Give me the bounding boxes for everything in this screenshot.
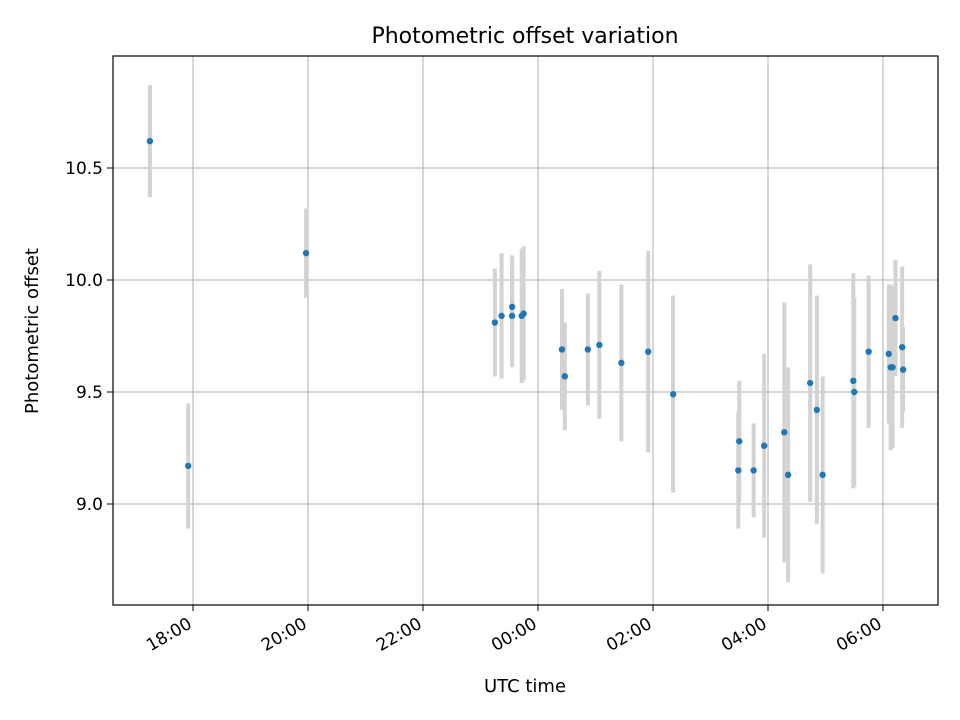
x-tick-label: 22:00: [373, 614, 425, 656]
data-point: [851, 388, 858, 396]
data-point: [491, 319, 499, 326]
y-axis-label: Photometric offset: [22, 248, 43, 414]
y-tick-label: 9.5: [76, 383, 103, 403]
data-point: [885, 350, 892, 358]
x-tick-label: 02:00: [603, 614, 655, 656]
data-point: [561, 373, 569, 380]
plot-frame: [112, 55, 939, 606]
data-points: [146, 137, 907, 479]
data-point: [558, 346, 566, 353]
data-point: [302, 249, 310, 257]
data-point: [596, 341, 603, 349]
data-point: [819, 471, 826, 479]
x-tick-label: 18:00: [143, 614, 195, 656]
x-tick-label: 04:00: [718, 614, 770, 656]
data-point: [898, 344, 906, 351]
y-axis-ticks: 9.0 9.5 10.0 10.5: [65, 159, 113, 515]
y-tick-label: 10.5: [65, 159, 103, 179]
x-axis-ticks: 18:00 20:00 22:00 00:00 02:00 04:00 06:00: [143, 605, 886, 656]
data-point: [750, 467, 757, 474]
data-point: [669, 391, 677, 398]
chart-title: Photometric offset variation: [371, 24, 678, 49]
data-point: [508, 312, 516, 320]
x-tick-label: 20:00: [258, 614, 310, 656]
data-point: [899, 366, 907, 373]
data-point: [146, 137, 154, 145]
data-point: [760, 442, 768, 449]
data-point: [735, 467, 742, 474]
data-point: [584, 346, 592, 353]
data-point: [784, 471, 792, 479]
data-point: [889, 364, 896, 371]
x-axis-label: UTC time: [484, 676, 566, 697]
data-point: [185, 462, 192, 470]
data-point: [618, 359, 625, 367]
x-tick-label: 00:00: [488, 614, 540, 656]
y-tick-label: 10.0: [65, 271, 103, 291]
data-point: [781, 429, 788, 436]
grid: [113, 56, 938, 605]
data-point: [520, 310, 527, 317]
data-point: [892, 314, 899, 322]
y-tick-label: 9.0: [76, 495, 103, 515]
data-point: [498, 312, 505, 320]
data-point: [645, 348, 652, 355]
data-point: [865, 348, 872, 355]
data-point: [806, 379, 814, 387]
data-point: [850, 377, 857, 384]
x-tick-label: 06:00: [833, 614, 885, 656]
data-point: [813, 406, 821, 414]
error-bars: [147, 85, 906, 583]
data-point: [736, 438, 743, 445]
data-point: [508, 303, 516, 311]
